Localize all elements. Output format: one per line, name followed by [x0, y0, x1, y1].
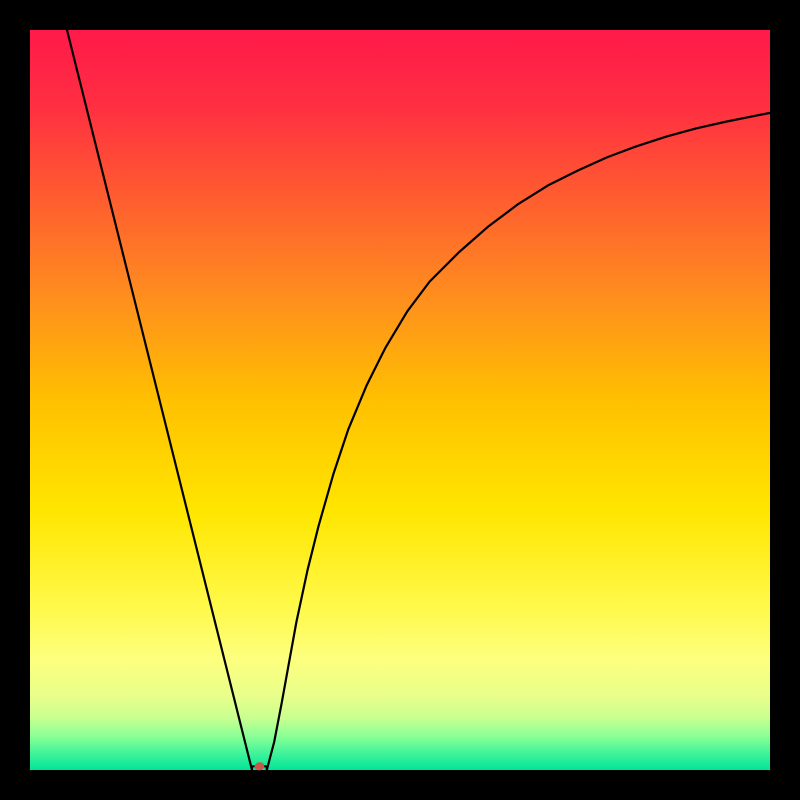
- chart-svg: [0, 0, 800, 800]
- watermark-text: TheBottleneck.com: [565, 3, 770, 31]
- chart-stage: TheBottleneck.com: [0, 0, 800, 800]
- plot-background: [30, 30, 770, 770]
